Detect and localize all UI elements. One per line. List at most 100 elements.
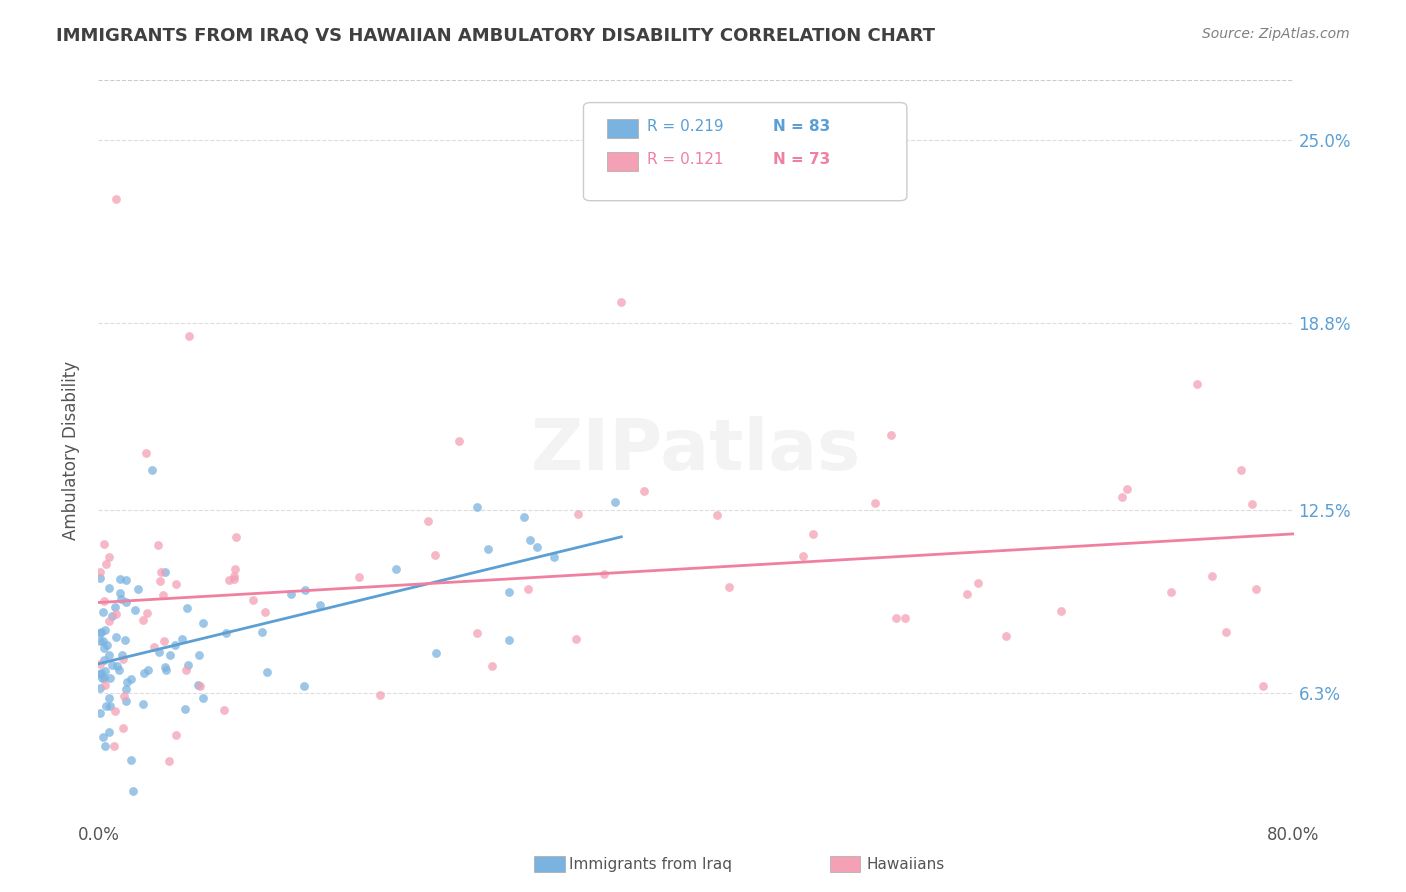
Point	[143, 640, 166, 654]
Point	[224, 572, 246, 586]
Point	[91, 671, 114, 685]
Point	[114, 632, 136, 647]
Point	[89, 706, 111, 720]
Point	[177, 328, 200, 343]
Point	[89, 565, 111, 579]
Point	[105, 607, 128, 621]
Point	[112, 652, 135, 666]
Point	[1215, 625, 1237, 640]
Text: Source: ZipAtlas.com: Source: ZipAtlas.com	[1202, 27, 1350, 41]
Point	[94, 678, 117, 692]
Point	[994, 629, 1017, 643]
Point	[1160, 585, 1182, 599]
Point	[114, 694, 136, 708]
Point	[717, 580, 740, 594]
Text: IMMIGRANTS FROM IRAQ VS HAWAIIAN AMBULATORY DISABILITY CORRELATION CHART: IMMIGRANTS FROM IRAQ VS HAWAIIAN AMBULAT…	[56, 27, 935, 45]
Point	[256, 665, 278, 680]
Point	[121, 784, 143, 798]
Point	[801, 527, 824, 541]
Point	[1251, 679, 1274, 693]
Point	[103, 739, 125, 754]
Point	[191, 616, 214, 631]
Point	[104, 630, 127, 644]
Point	[115, 573, 138, 587]
Point	[863, 496, 886, 510]
Text: Hawaiians: Hawaiians	[866, 857, 945, 871]
Point	[177, 658, 200, 673]
Point	[172, 632, 194, 646]
Point	[706, 508, 728, 522]
Point	[90, 665, 112, 680]
Point	[112, 721, 135, 735]
Point	[94, 664, 117, 678]
Point	[253, 605, 276, 619]
Point	[96, 638, 118, 652]
Point	[1185, 376, 1208, 391]
Point	[294, 583, 316, 598]
Point	[94, 698, 117, 713]
Point	[89, 626, 111, 640]
Point	[1244, 582, 1267, 596]
Text: N = 73: N = 73	[773, 153, 831, 167]
Point	[956, 587, 979, 601]
Point	[89, 633, 111, 648]
Point	[165, 727, 187, 741]
Point	[93, 671, 115, 685]
Point	[884, 611, 907, 625]
Point	[132, 613, 155, 627]
Point	[148, 645, 170, 659]
Point	[224, 569, 246, 583]
Point	[1115, 483, 1137, 497]
Point	[108, 663, 131, 677]
Point	[98, 581, 121, 595]
Point	[368, 688, 391, 702]
Point	[135, 606, 157, 620]
Point	[120, 753, 142, 767]
Point	[385, 562, 408, 576]
Text: N = 83: N = 83	[773, 120, 831, 134]
Point	[967, 576, 990, 591]
Point	[519, 533, 541, 547]
Point	[477, 542, 499, 557]
Point	[159, 648, 181, 663]
Point	[1049, 603, 1071, 617]
Point	[110, 573, 132, 587]
Point	[93, 640, 115, 655]
Point	[98, 699, 121, 714]
Point	[153, 659, 176, 673]
Point	[94, 557, 117, 571]
Point	[127, 582, 149, 596]
Point	[465, 500, 488, 514]
Point	[157, 754, 180, 768]
Point	[104, 599, 127, 614]
Point	[280, 587, 302, 601]
Point	[150, 566, 173, 580]
Point	[516, 582, 538, 597]
Point	[465, 626, 488, 640]
Point	[242, 593, 264, 607]
Point	[610, 295, 633, 310]
Point	[93, 536, 115, 550]
Point	[120, 672, 142, 686]
Point	[543, 549, 565, 564]
Y-axis label: Ambulatory Disability: Ambulatory Disability	[62, 361, 80, 540]
Point	[188, 648, 211, 663]
Point	[174, 663, 197, 677]
Point	[425, 548, 447, 562]
Text: ZIPatlas: ZIPatlas	[531, 416, 860, 485]
Point	[93, 653, 115, 667]
Text: Immigrants from Iraq: Immigrants from Iraq	[569, 857, 733, 871]
Point	[89, 681, 111, 695]
Point	[564, 632, 586, 646]
Point	[191, 691, 214, 706]
Point	[141, 462, 163, 476]
Point	[309, 598, 332, 612]
Point	[526, 541, 548, 555]
Point	[567, 507, 589, 521]
Point	[110, 591, 132, 606]
Point	[136, 663, 159, 677]
Point	[349, 570, 371, 584]
Point	[114, 681, 136, 696]
Point	[155, 663, 177, 677]
Point	[101, 658, 124, 673]
